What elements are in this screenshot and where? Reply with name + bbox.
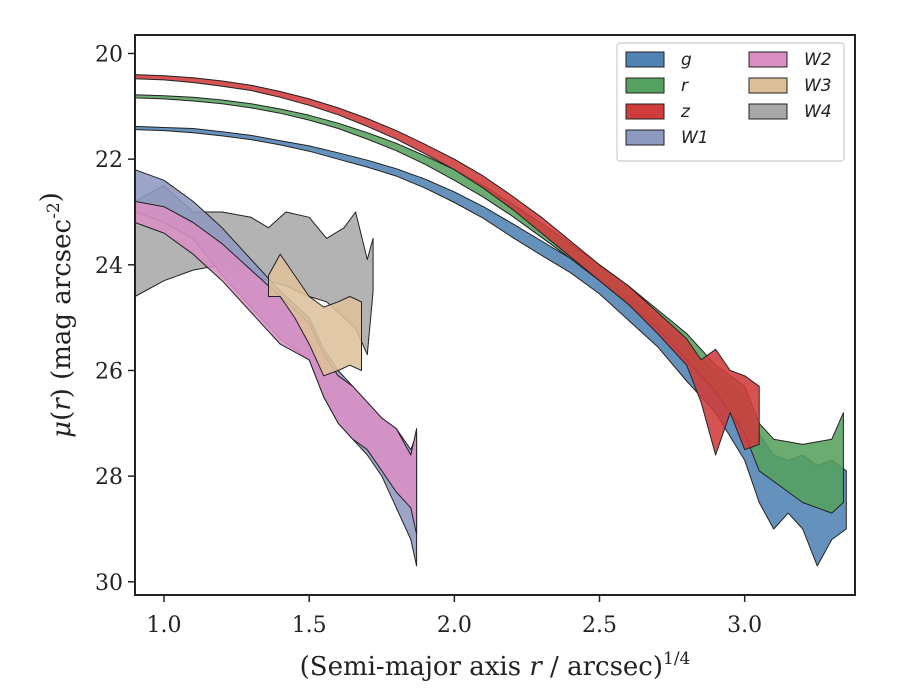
- x-axis-ticks: 1.0 1.5 2.0 2.5 3.0: [147, 595, 762, 638]
- plot-frame: [134, 34, 856, 596]
- series-bands: [134, 74, 847, 567]
- legend-label-w3: W3: [804, 76, 832, 96]
- legend-label-g: g: [681, 50, 692, 70]
- legend-label-z: z: [680, 102, 691, 122]
- legend-swatch-z: [625, 103, 665, 120]
- legend-swatch-w4: [748, 103, 788, 120]
- y-tick-label: 24: [95, 254, 123, 279]
- x-tick-label: 3.0: [727, 613, 762, 638]
- y-tick-label: 28: [95, 465, 123, 490]
- x-tick-label: 1.0: [147, 613, 182, 638]
- x-axis-label: (Semi-major axis r / arcsec)1/4: [300, 649, 691, 682]
- x-tick-label: 2.0: [437, 613, 472, 638]
- legend-swatch-g: [625, 51, 665, 68]
- legend-swatch-r: [625, 77, 665, 94]
- y-axis-ticks: 20 22 24 26 28 30: [95, 42, 135, 596]
- y-tick-label: 30: [95, 571, 123, 596]
- x-tick-label: 1.5: [292, 613, 327, 638]
- x-tick-label: 2.5: [582, 613, 617, 638]
- band-z: [134, 74, 760, 456]
- legend-label-w1: W1: [681, 128, 709, 148]
- y-tick-label: 26: [95, 359, 123, 384]
- legend-box: [616, 42, 845, 162]
- legend-label-r: r: [681, 76, 689, 96]
- y-tick-label: 22: [95, 148, 123, 173]
- y-tick-label: 20: [95, 42, 123, 67]
- legend: grz W1 W2 W3 W4: [616, 42, 845, 162]
- band-r: [134, 94, 844, 514]
- legend-swatch-w1: [625, 129, 665, 146]
- legend-swatch-w2: [748, 51, 788, 68]
- band-g: [134, 125, 847, 567]
- legend-swatch-w3: [748, 77, 788, 94]
- legend-label-w4: W4: [804, 102, 832, 122]
- y-axis-label: μ(r) (mag arcsec-2): [36, 192, 77, 438]
- band-w3: [268, 253, 362, 377]
- legend-label-w2: W2: [804, 50, 832, 70]
